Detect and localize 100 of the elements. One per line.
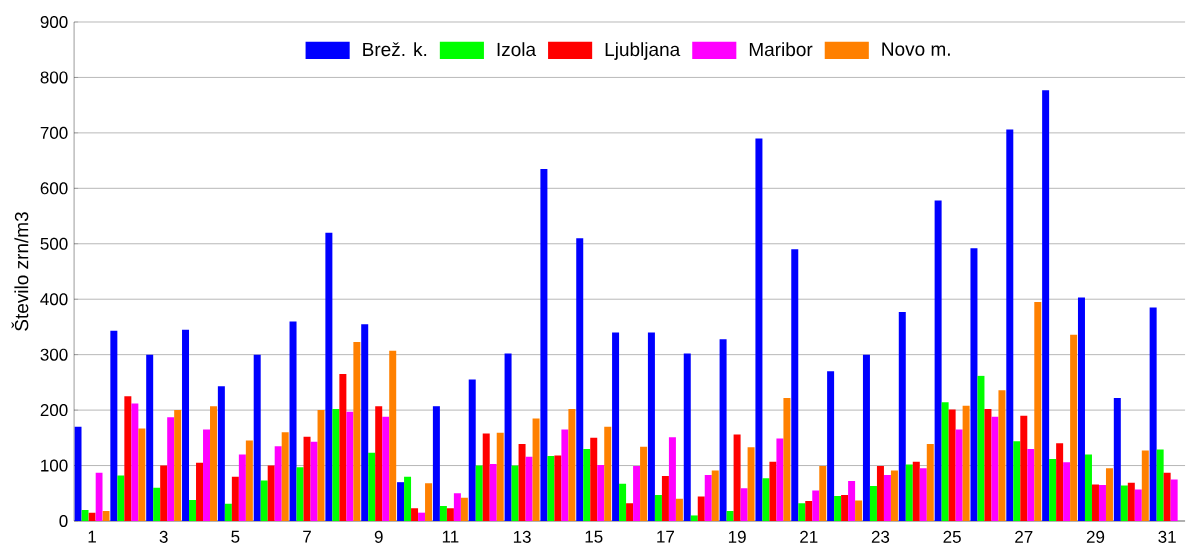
bar [747, 447, 755, 521]
bar [576, 238, 584, 521]
bar [245, 440, 253, 521]
y-axis-title: Število zrn/m3 [11, 212, 29, 331]
x-tick-label: 3 [159, 530, 168, 543]
bar [919, 468, 927, 521]
bar [675, 498, 683, 521]
bar [518, 443, 526, 521]
x-tick-label: 5 [231, 530, 240, 543]
bar [432, 406, 440, 521]
bar [167, 417, 175, 521]
bar [332, 408, 340, 521]
y-tick-label: 900 [40, 15, 68, 29]
bar [1013, 441, 1021, 521]
bar [267, 465, 275, 521]
bar [948, 409, 956, 521]
y-tick-label: 200 [40, 404, 68, 417]
bar [1098, 484, 1106, 521]
x-tick-label: 29 [1086, 530, 1105, 543]
bar [238, 454, 246, 521]
bar [905, 464, 913, 521]
bar [654, 494, 662, 521]
bar [876, 466, 884, 521]
bar [583, 448, 591, 521]
x-tick-label: 1 [88, 530, 96, 543]
x-tick-label: 23 [871, 530, 890, 543]
bar [912, 461, 920, 521]
bar [439, 506, 447, 521]
bar [568, 408, 576, 521]
bar [1156, 449, 1164, 521]
bar [554, 455, 562, 521]
bar [124, 396, 132, 521]
bar [446, 508, 454, 521]
bar [196, 462, 204, 521]
bar [418, 512, 426, 521]
bar [690, 515, 698, 521]
bar [955, 429, 963, 521]
bar [962, 405, 970, 521]
bar [511, 465, 519, 521]
bar [253, 354, 261, 521]
bar [274, 446, 282, 521]
y-tick-label: 100 [41, 459, 68, 472]
bar [1049, 458, 1057, 521]
bar [1027, 448, 1035, 521]
bar [453, 493, 461, 521]
x-tick-label: 21 [800, 530, 818, 543]
bar [260, 480, 268, 521]
bar [310, 441, 318, 521]
bar [626, 503, 634, 521]
bar [597, 464, 605, 521]
bar [231, 476, 239, 521]
bar [1070, 334, 1078, 521]
bar [697, 496, 705, 521]
bar [468, 379, 476, 521]
bar [325, 232, 333, 521]
bar [496, 432, 504, 521]
bar [769, 461, 777, 521]
bar [1113, 397, 1121, 521]
bar [619, 483, 627, 521]
bar [604, 426, 612, 521]
bar [855, 500, 863, 521]
bar [482, 433, 490, 521]
bar [812, 490, 820, 521]
bar [819, 466, 827, 521]
bar [1063, 462, 1071, 521]
bar [153, 487, 161, 521]
bar [339, 374, 347, 521]
bar [547, 456, 555, 521]
bar [1141, 450, 1149, 521]
bar [460, 497, 468, 521]
bar [1056, 443, 1064, 521]
bar [590, 437, 598, 521]
bar [532, 418, 540, 521]
x-tick-label: 19 [728, 530, 746, 543]
bar [898, 311, 906, 521]
bar [117, 475, 125, 521]
bar [189, 499, 197, 521]
x-tick-label: 9 [374, 530, 383, 543]
bar [869, 486, 877, 521]
bar [1034, 301, 1042, 521]
x-tick-label: 11 [442, 530, 459, 543]
bar [1163, 472, 1171, 521]
bar [317, 410, 325, 521]
bar [217, 386, 225, 521]
bar [941, 402, 949, 521]
bar [1105, 468, 1113, 521]
bar [704, 474, 712, 521]
bar [791, 249, 799, 521]
bar [102, 511, 110, 521]
bar [798, 503, 806, 521]
bar [368, 452, 376, 521]
bar [740, 488, 748, 521]
x-tick-label: 27 [1015, 530, 1033, 543]
bar [998, 390, 1006, 521]
y-tick-label: 700 [40, 126, 68, 139]
bar [862, 354, 870, 521]
bar [389, 350, 397, 521]
bar [883, 474, 891, 521]
bar [88, 512, 96, 521]
bar [382, 416, 390, 521]
